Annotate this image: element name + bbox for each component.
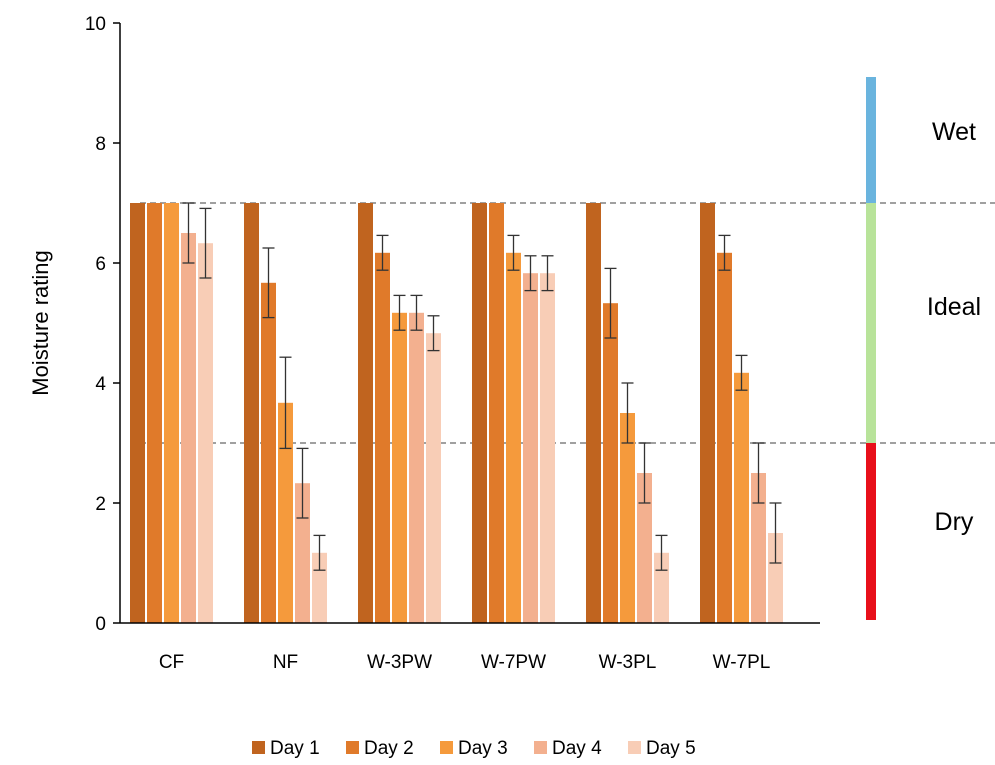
moisture-zones: Wet Ideal Dry [866, 77, 981, 620]
legend-label: Day 1 [270, 738, 320, 759]
bar [375, 252, 390, 624]
bar [130, 203, 145, 623]
bar [603, 303, 618, 623]
bar [392, 312, 407, 623]
zone-bar-ideal [866, 203, 876, 443]
bar [506, 252, 521, 624]
legend-label: Day 2 [364, 738, 414, 759]
bar [181, 233, 196, 623]
bar [358, 203, 373, 623]
y-tick-label: 10 [85, 14, 106, 35]
zone-bar-wet [866, 77, 876, 203]
bar [586, 203, 601, 623]
x-tick-labels: CF NF W-3PW W-7PW W-3PL W-7PL [159, 652, 771, 673]
legend-label: Day 5 [646, 738, 696, 759]
y-ticks: 0 2 4 6 8 10 [85, 14, 120, 635]
bars [130, 203, 783, 624]
x-tick-label: NF [273, 652, 298, 673]
y-tick-label: 8 [95, 134, 106, 155]
axes [119, 23, 820, 624]
bar [489, 203, 504, 623]
y-tick-label: 6 [95, 254, 106, 275]
bar [620, 413, 635, 623]
bar [409, 312, 424, 623]
x-tick-label: CF [159, 652, 184, 673]
legend-swatch [252, 741, 265, 754]
legend-label: Day 4 [552, 738, 602, 759]
zone-bar-dry [866, 443, 876, 620]
bar [147, 203, 162, 623]
bar [540, 273, 555, 623]
bar [472, 203, 487, 623]
y-tick-label: 0 [95, 614, 106, 635]
x-tick-label: W-3PL [599, 652, 657, 673]
legend-label: Day 3 [458, 738, 508, 759]
bar [751, 473, 766, 623]
x-tick-label: W-3PW [367, 652, 432, 673]
legend-swatch [346, 741, 359, 754]
bar [244, 203, 259, 623]
legend-swatch [628, 741, 641, 754]
bar [717, 252, 732, 624]
zone-label-wet: Wet [932, 118, 976, 146]
zone-label-ideal: Ideal [927, 293, 981, 321]
bar [768, 533, 783, 623]
error-bars [182, 202, 782, 571]
bar [198, 243, 213, 623]
bar [700, 203, 715, 623]
zone-label-dry: Dry [935, 508, 974, 536]
x-tick-label: W-7PW [481, 652, 546, 673]
y-tick-label: 2 [95, 494, 106, 515]
x-tick-label: W-7PL [713, 652, 771, 673]
bar [261, 282, 276, 623]
bar [164, 203, 179, 623]
y-tick-label: 4 [95, 374, 106, 395]
bar [734, 372, 749, 623]
y-axis-title: Moisture rating [28, 250, 53, 396]
legend-swatch [534, 741, 547, 754]
bar [637, 473, 652, 623]
bar [523, 273, 538, 623]
legend-swatch [440, 741, 453, 754]
legend: Day 1 Day 2 Day 3 Day 4 Day 5 [252, 738, 696, 759]
bar [278, 402, 293, 623]
bar [426, 333, 441, 623]
